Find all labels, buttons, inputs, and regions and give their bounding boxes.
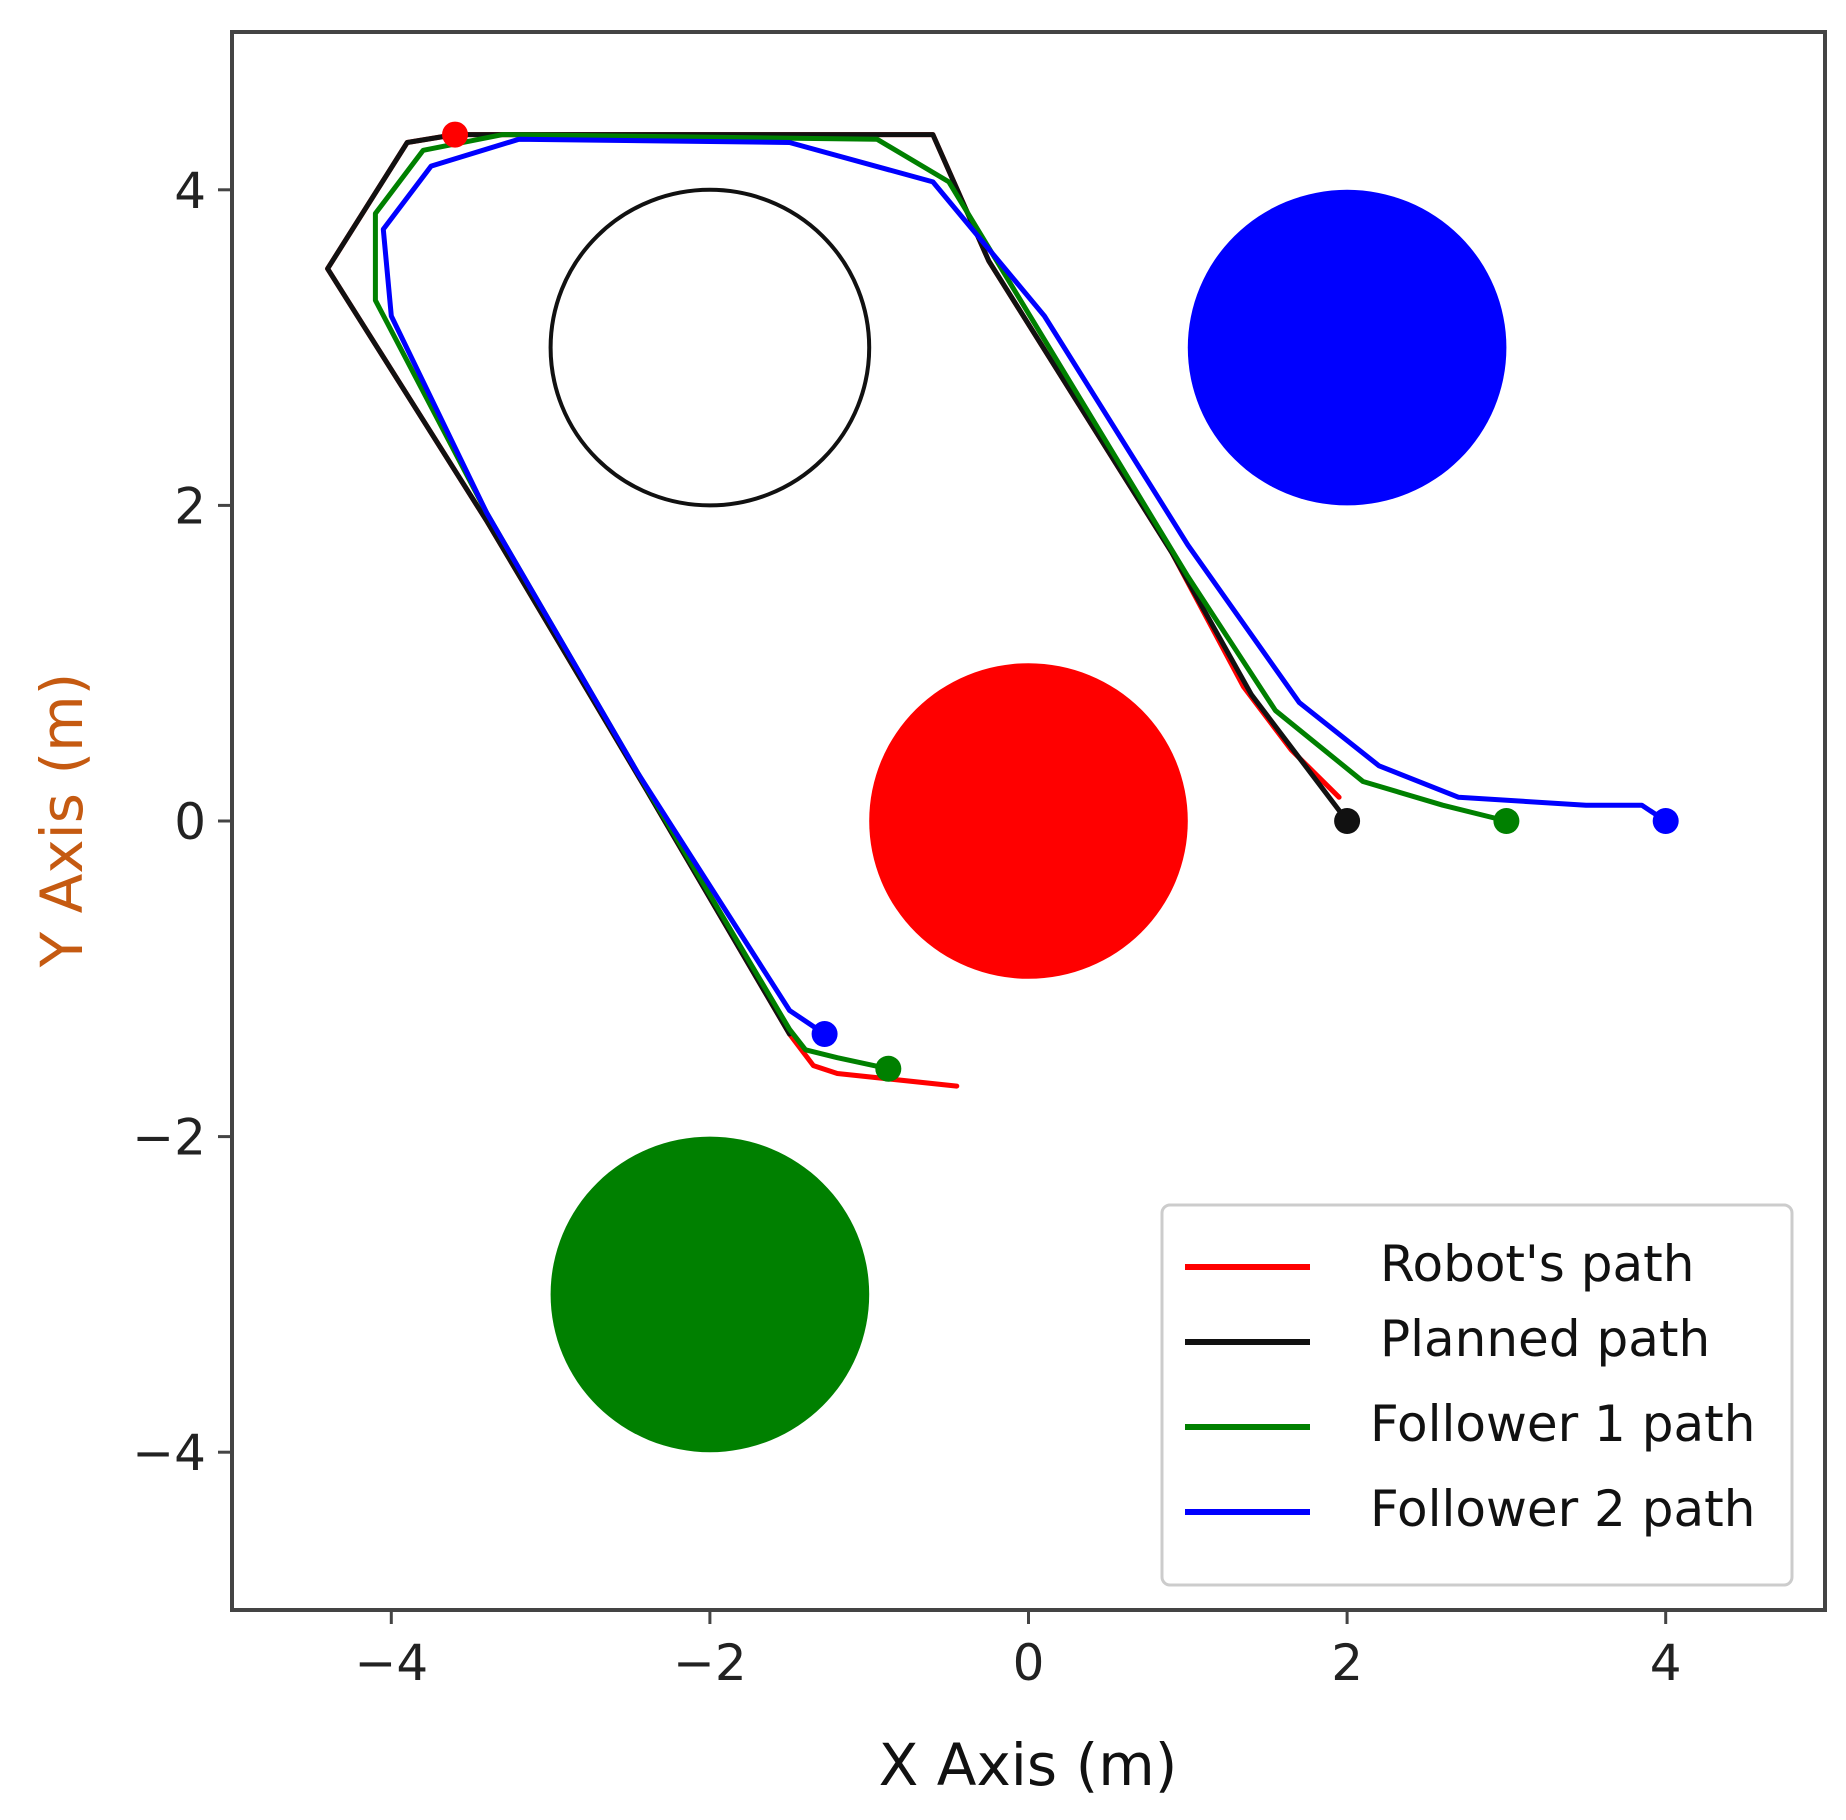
- legend: Robot's path Planned path Follower 1 path F…: [1160, 1203, 1794, 1587]
- legend-label: Follower 1 path: [1370, 1395, 1755, 1453]
- x-tick-label: 4: [1650, 1634, 1682, 1692]
- y-tick-label: −2: [132, 1109, 206, 1167]
- hollow-obstacle: [548, 187, 872, 508]
- ticks-layer: −4 −2 0 2 4 −4 −2 0 2 4: [132, 162, 1681, 1692]
- y-axis-label: Y Axis (m): [28, 673, 96, 968]
- legend-label: Planned path: [1380, 1310, 1710, 1368]
- y-tick-label: 0: [174, 793, 206, 851]
- legend-box: [1160, 1203, 1794, 1587]
- marker-end-follower-1-path: [875, 1055, 902, 1082]
- y-tick-label: 4: [174, 162, 206, 220]
- x-tick-label: 2: [1331, 1634, 1363, 1692]
- marker-start-robot-s-path: [442, 121, 469, 148]
- legend-label: Follower 2 path: [1370, 1480, 1755, 1538]
- series-line-follower-2-path: [380, 136, 1669, 1037]
- marker-start-follower-2-path: [1652, 808, 1679, 834]
- red-obstacle: [869, 663, 1188, 979]
- marker-start-follower-1-path: [1493, 808, 1520, 834]
- markers-layer: [442, 121, 1679, 1082]
- blue-obstacle: [1187, 189, 1507, 506]
- obstacles-layer: [548, 187, 1507, 1453]
- x-axis-label: X Axis (m): [879, 1731, 1178, 1799]
- y-tick-label: −4: [132, 1424, 206, 1482]
- y-tick-label: 2: [174, 477, 206, 535]
- green-obstacle: [550, 1136, 870, 1453]
- marker-end-follower-2-path: [811, 1021, 838, 1048]
- marker-end-planned-path: [1334, 808, 1361, 834]
- x-tick-label: −2: [673, 1634, 747, 1692]
- legend-label: Robot's path: [1380, 1235, 1694, 1293]
- x-tick-label: −4: [354, 1634, 428, 1692]
- x-tick-label: 0: [1013, 1634, 1045, 1692]
